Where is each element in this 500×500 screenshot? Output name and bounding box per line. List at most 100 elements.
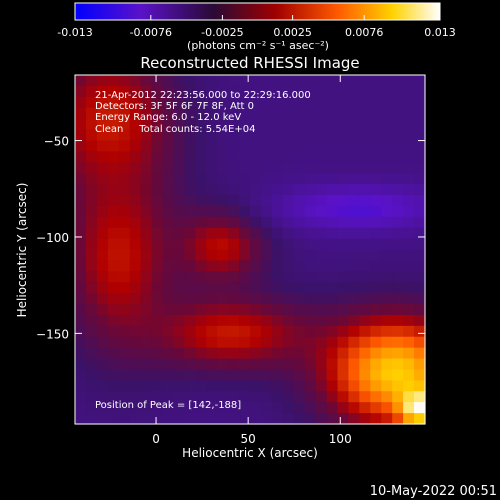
heatmap-cell bbox=[206, 314, 218, 327]
heatmap-cell bbox=[140, 216, 153, 229]
heatmap-cell bbox=[140, 282, 153, 294]
heatmap-cell bbox=[96, 336, 109, 349]
heatmap-cell bbox=[381, 293, 393, 305]
heatmap-cell bbox=[217, 118, 229, 131]
heatmap-cell bbox=[118, 85, 131, 98]
heatmap-cell bbox=[337, 413, 350, 425]
heatmap-cell bbox=[107, 391, 120, 403]
heatmap-cell bbox=[282, 205, 295, 218]
heatmap-cell bbox=[414, 271, 426, 283]
heatmap-cell bbox=[85, 413, 98, 425]
heatmap-cell bbox=[271, 314, 284, 327]
heatmap-cell bbox=[304, 194, 317, 207]
heatmap-cell bbox=[326, 402, 339, 414]
heatmap-cell bbox=[381, 271, 393, 283]
heatmap-cell bbox=[140, 380, 153, 392]
heatmap-cell bbox=[206, 358, 218, 371]
heatmap-cell bbox=[337, 336, 350, 349]
heatmap-cell bbox=[414, 282, 426, 294]
heatmap-cell bbox=[250, 358, 262, 371]
heatmap-cell bbox=[370, 107, 382, 120]
heatmap-cell bbox=[348, 75, 360, 87]
heatmap-cell bbox=[392, 205, 404, 218]
heatmap-cell bbox=[228, 413, 240, 425]
heatmap-cell bbox=[173, 336, 185, 349]
heatmap-cell bbox=[85, 282, 98, 294]
heatmap-cell bbox=[206, 238, 218, 251]
heatmap-cell bbox=[381, 413, 393, 425]
heatmap-cell bbox=[228, 304, 240, 316]
heatmap-cell bbox=[140, 140, 153, 152]
heatmap-cell bbox=[370, 314, 382, 327]
heatmap-cell bbox=[228, 260, 240, 272]
heatmap-cell bbox=[129, 271, 142, 283]
heatmap-cell bbox=[315, 413, 328, 425]
heatmap-cell bbox=[184, 293, 196, 305]
heatmap-cell bbox=[381, 282, 393, 294]
heatmap-cell bbox=[239, 140, 251, 152]
heatmap-cell bbox=[260, 75, 273, 87]
heatmap-cell bbox=[282, 140, 295, 152]
heatmap-cell bbox=[414, 118, 426, 131]
heatmap-cell bbox=[304, 249, 317, 262]
heatmap-cell bbox=[75, 118, 87, 131]
heatmap-cell bbox=[173, 391, 185, 403]
heatmap-cell bbox=[118, 391, 131, 403]
heatmap-cell bbox=[206, 271, 218, 283]
heatmap-cell bbox=[250, 107, 262, 120]
heatmap-cell bbox=[392, 227, 404, 240]
heatmap-cell bbox=[250, 282, 262, 294]
heatmap-cell bbox=[217, 413, 229, 425]
heatmap-cell bbox=[326, 293, 339, 305]
heatmap-cell bbox=[107, 304, 120, 316]
heatmap-cell bbox=[96, 325, 109, 338]
heatmap-cell bbox=[206, 216, 218, 229]
heatmap-cell bbox=[337, 304, 350, 316]
heatmap-cell bbox=[206, 347, 218, 360]
heatmap-cell bbox=[206, 227, 218, 240]
heatmap-cell bbox=[326, 118, 339, 131]
heatmap-cell bbox=[85, 304, 98, 316]
heatmap-cell bbox=[304, 85, 317, 98]
heatmap-cell bbox=[250, 85, 262, 98]
heatmap-cell bbox=[107, 402, 120, 414]
heatmap-cell bbox=[250, 227, 262, 240]
info-line-4: Clean Total counts: 5.54E+04 bbox=[95, 124, 255, 135]
heatmap-cell bbox=[370, 402, 382, 414]
heatmap-cell bbox=[315, 107, 328, 120]
heatmap-cell bbox=[206, 402, 218, 414]
heatmap-cell bbox=[217, 216, 229, 229]
heatmap-cell bbox=[414, 369, 426, 381]
heatmap-cell bbox=[195, 107, 207, 120]
heatmap-cell bbox=[271, 293, 284, 305]
heatmap-cell bbox=[260, 85, 273, 98]
heatmap-cell bbox=[250, 129, 262, 142]
heatmap-cell bbox=[293, 314, 306, 327]
heatmap-cell bbox=[184, 205, 196, 218]
heatmap-cell bbox=[173, 184, 185, 196]
heatmap-cell bbox=[173, 314, 185, 327]
heatmap-cell bbox=[381, 194, 393, 207]
heatmap-cell bbox=[414, 380, 426, 392]
heatmap-cell bbox=[271, 107, 284, 120]
heatmap-cell bbox=[370, 347, 382, 360]
heatmap-cell bbox=[414, 314, 426, 327]
heatmap-cell bbox=[184, 85, 196, 98]
heatmap-cell bbox=[195, 402, 207, 414]
heatmap-cell bbox=[173, 118, 185, 131]
heatmap-cell bbox=[184, 216, 196, 229]
heatmap-cell bbox=[129, 347, 142, 360]
heatmap-cell bbox=[75, 107, 87, 120]
heatmap-cell bbox=[392, 369, 404, 381]
heatmap-cell bbox=[206, 260, 218, 272]
heatmap-cell bbox=[250, 194, 262, 207]
heatmap-cell bbox=[293, 413, 306, 425]
heatmap-cell bbox=[337, 75, 350, 87]
heatmap-cell bbox=[173, 402, 185, 414]
heatmap-cell bbox=[140, 118, 153, 131]
heatmap-cell bbox=[228, 249, 240, 262]
footer-date: 10-May-2022 00:51 bbox=[370, 484, 497, 499]
heatmap-cell bbox=[75, 194, 87, 207]
heatmap-cell bbox=[206, 304, 218, 316]
heatmap-cell bbox=[162, 75, 175, 87]
